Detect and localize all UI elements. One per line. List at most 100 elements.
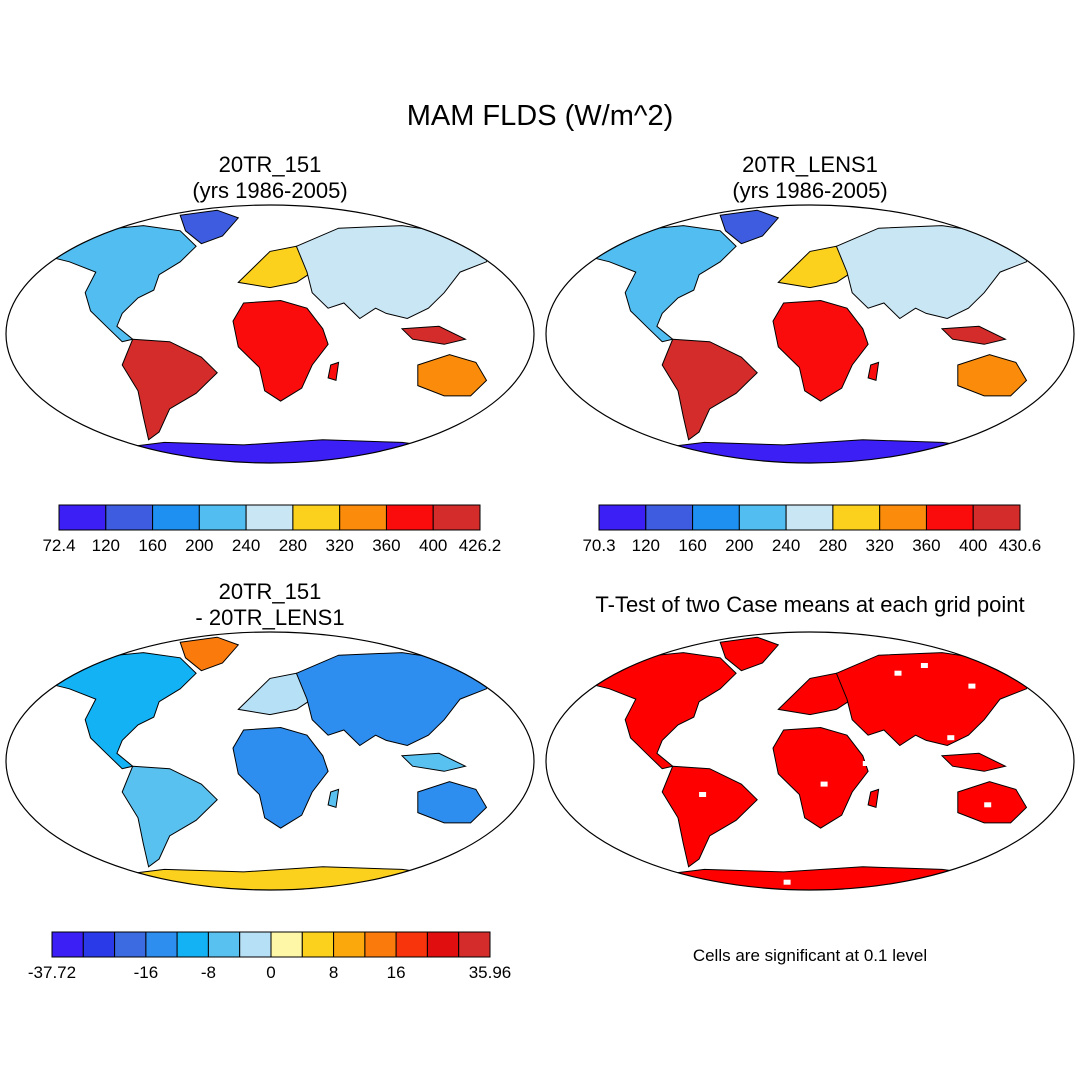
landmass-antarctica <box>100 439 463 463</box>
colorbar-tick-label: 320 <box>326 536 354 555</box>
colorbar-swatch <box>105 504 154 531</box>
panel3-title-line2: - 20TR_LENS1 <box>195 605 345 630</box>
colorbar-tick-label: 8 <box>329 963 338 982</box>
map-panel-1 <box>5 204 535 464</box>
colorbar-tick-label: 426.2 <box>459 536 502 555</box>
colorbar-tick-label: 35.96 <box>469 963 512 982</box>
colorbar-swatch <box>198 504 247 531</box>
colorbar-tick-label: 280 <box>279 536 307 555</box>
landmass-antarctica <box>640 866 1003 890</box>
landmass-madagascar <box>867 788 880 809</box>
colorbar-swatch <box>692 504 740 531</box>
landmass-greenland <box>179 209 240 245</box>
colorbar-tick-label: 200 <box>725 536 753 555</box>
map-frame <box>5 631 535 891</box>
landmass-africa <box>232 726 329 829</box>
insignificant-cell <box>783 879 791 885</box>
panel2-title-line2: (yrs 1986-2005) <box>732 178 888 203</box>
colorbar-swatch <box>458 931 491 958</box>
colorbar-swatch <box>245 504 294 531</box>
colorbar-swatch <box>925 504 974 531</box>
colorbar-tick-label: 160 <box>678 536 706 555</box>
landmass-indonesia <box>400 325 467 345</box>
landmass-northAmerica <box>47 652 197 770</box>
landmass-australia <box>417 781 488 824</box>
colorbar-swatch <box>176 931 209 958</box>
colorbar-swatch <box>598 504 647 531</box>
colorbar-tick-label: -37.72 <box>28 963 76 982</box>
landmass-africa <box>772 299 869 402</box>
landmass-indonesia <box>400 752 467 772</box>
colorbar-panel-2: 70.3 120 160 200 240 280 320 360 400 430.6 <box>582 504 1041 555</box>
panel4-title-line1: T-Test of two Case means at each grid po… <box>595 592 1025 617</box>
landmass-antarctica <box>100 866 463 890</box>
colorbar-tick-label: 200 <box>185 536 213 555</box>
landmass-africa <box>232 299 329 402</box>
landmass-australia <box>957 781 1028 824</box>
landmass-indonesia <box>940 325 1007 345</box>
colorbar-swatch <box>832 504 881 531</box>
colorbar-swatch <box>972 504 1021 531</box>
colorbar-tick-label: 72.4 <box>42 536 75 555</box>
landmass-greenland <box>719 636 780 672</box>
insignificant-cell <box>757 688 765 694</box>
colorbar-swatch <box>645 504 694 531</box>
colorbar-swatch <box>301 931 335 958</box>
colorbar-swatch <box>738 504 787 531</box>
colorbar-tick-label: 240 <box>772 536 800 555</box>
landmass-northAmerica <box>587 225 737 343</box>
colorbar-tick-label: 400 <box>419 536 447 555</box>
colorbar-swatch <box>207 931 241 958</box>
landmass-northAmerica <box>587 652 737 770</box>
map-frame <box>5 204 535 464</box>
insignificant-cell <box>947 735 955 741</box>
colorbar-swatch <box>239 931 272 958</box>
insignificant-cell <box>984 802 992 808</box>
colorbar-swatch <box>333 931 366 958</box>
colorbar-tick-label: 400 <box>959 536 987 555</box>
colorbar-swatch <box>364 931 397 958</box>
landmass-madagascar <box>327 788 340 809</box>
colorbar-swatch <box>385 504 434 531</box>
colorbar-tick-label: -16 <box>134 963 159 982</box>
colorbar-tick-label: 120 <box>632 536 660 555</box>
colorbar-swatch <box>114 931 147 958</box>
colorbar-tick-label: 280 <box>819 536 847 555</box>
landmass-greenland <box>719 209 780 245</box>
landmass-madagascar <box>867 361 880 382</box>
landmass-australia <box>957 354 1028 397</box>
colorbar-swatch <box>82 931 116 958</box>
colorbar-swatch <box>432 504 481 531</box>
insignificant-cell <box>699 792 707 797</box>
colorbar-tick-label: 120 <box>92 536 120 555</box>
landmass-indonesia <box>940 752 1007 772</box>
landmass-africa <box>772 726 869 829</box>
panel1-title-line2: (yrs 1986-2005) <box>192 178 348 203</box>
colorbar-swatch <box>145 931 178 958</box>
panel2-title: 20TR_LENS1 (yrs 1986-2005) <box>670 152 950 204</box>
colorbar-swatch <box>879 504 928 531</box>
colorbar-tick-label: 70.3 <box>582 536 615 555</box>
panel2-title-line1: 20TR_LENS1 <box>742 152 878 177</box>
colorbar-swatch <box>785 504 834 531</box>
map-frame <box>545 204 1075 464</box>
map-panel-2 <box>545 204 1075 464</box>
colorbar-swatch <box>395 931 428 958</box>
landmass-antarctica <box>640 439 1003 463</box>
panel3-title-line1: 20TR_151 <box>218 579 322 604</box>
colorbar-swatch <box>270 931 303 958</box>
colorbar-tick-label: -8 <box>201 963 216 982</box>
panel1-title-line1: 20TR_151 <box>218 152 322 177</box>
panel1-title: 20TR_151 (yrs 1986-2005) <box>130 152 410 204</box>
colorbar-panel-1: 72.4 120 160 200 240 280 320 360 400 426.2 <box>42 504 502 555</box>
insignificant-cell <box>862 761 870 766</box>
colorbar-panel-3: -37.72 -16 -8 0 8 16 35.96 <box>28 931 512 982</box>
landmass-australia <box>417 354 488 397</box>
colorbar-tick-label: 240 <box>232 536 260 555</box>
colorbar-swatch <box>152 504 200 531</box>
landmass-southAmerica <box>121 765 218 868</box>
insignificant-cell <box>1000 709 1008 715</box>
map-frame <box>545 631 1075 891</box>
map-panel-3 <box>5 631 535 891</box>
